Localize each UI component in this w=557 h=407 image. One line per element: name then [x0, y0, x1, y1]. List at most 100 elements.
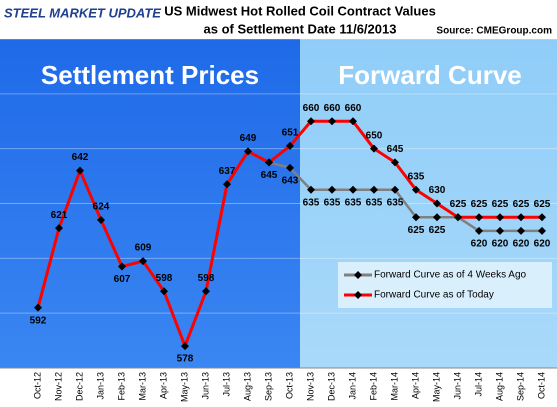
x-tick-label: Jul-14: [473, 372, 483, 397]
marker: [517, 213, 525, 222]
settlement-region: [0, 39, 300, 368]
marker: [202, 287, 210, 296]
data-label: 635: [303, 197, 320, 208]
marker: [433, 199, 441, 208]
data-label: 660: [303, 103, 320, 114]
data-label: 635: [324, 197, 341, 208]
x-tick-label: Mar-13: [137, 372, 147, 401]
chart-subtitle: as of Settlement Date 11/6/2013: [204, 21, 397, 36]
data-label: 635: [366, 197, 383, 208]
data-label: 598: [156, 273, 173, 284]
data-label: 592: [30, 315, 47, 326]
data-label: 635: [387, 197, 404, 208]
legend-label: Forward Curve as of 4 Weeks Ago: [374, 270, 527, 281]
marker: [349, 117, 357, 126]
marker: [391, 158, 399, 167]
data-label: 624: [93, 202, 110, 213]
x-tick-label: Feb-14: [368, 372, 378, 401]
x-tick-label: May-14: [431, 372, 441, 402]
marker: [412, 185, 420, 194]
marker: [244, 147, 252, 156]
x-tick-label: Jul-13: [221, 372, 231, 397]
data-label: 625: [471, 199, 488, 210]
data-label: 625: [534, 199, 551, 210]
marker: [307, 185, 315, 194]
data-label: 621: [51, 210, 68, 221]
data-label: 642: [72, 152, 89, 163]
marker: [496, 226, 504, 235]
marker: [454, 213, 462, 222]
data-label: 645: [261, 170, 278, 181]
marker: [517, 226, 525, 235]
data-label: 625: [492, 199, 509, 210]
legend-label: Forward Curve as of Today: [374, 290, 494, 301]
data-label: 645: [387, 144, 404, 155]
x-tick-label: May-13: [179, 372, 189, 402]
data-label: 625: [408, 225, 425, 236]
data-label: 643: [282, 175, 299, 186]
marker: [370, 144, 378, 153]
legend-marker: [354, 291, 362, 299]
marker: [475, 213, 483, 222]
marker: [76, 166, 84, 175]
forward-region: [300, 39, 557, 368]
chart-title: US Midwest Hot Rolled Coil Contract Valu…: [164, 3, 436, 18]
marker: [223, 180, 231, 189]
data-label: 660: [324, 103, 341, 114]
data-label: 660: [345, 103, 362, 114]
marker: [433, 213, 441, 222]
marker: [160, 287, 168, 296]
marker: [286, 163, 294, 172]
x-tick-label: Aug-14: [494, 372, 504, 401]
x-tick-label: Oct-13: [284, 372, 294, 399]
marker: [328, 117, 336, 126]
x-tick-label: Apr-13: [158, 372, 168, 399]
logo: STEEL MARKET UPDATE: [4, 5, 161, 20]
data-label: 609: [135, 243, 152, 254]
region-label: Forward Curve: [338, 60, 522, 90]
x-tick-label: Oct-12: [32, 372, 42, 399]
marker: [55, 224, 63, 233]
marker: [538, 226, 546, 235]
marker: [328, 185, 336, 194]
marker: [34, 303, 42, 312]
marker: [307, 117, 315, 126]
data-label: 620: [534, 239, 551, 250]
data-label: 637: [219, 166, 236, 177]
marker: [475, 226, 483, 235]
data-label: 620: [492, 239, 509, 250]
data-label: 635: [345, 197, 362, 208]
marker: [538, 213, 546, 222]
legend: [338, 262, 552, 308]
x-tick-label: Dec-13: [326, 372, 336, 401]
x-tick-label: Jan-13: [95, 372, 105, 400]
x-tick-label: Jan-14: [347, 372, 357, 400]
x-tick-label: Nov-13: [305, 372, 315, 401]
x-tick-label: Sep-14: [515, 372, 525, 401]
data-label: 649: [240, 133, 257, 144]
marker: [265, 158, 273, 167]
x-tick-label: Aug-13: [242, 372, 252, 401]
x-tick-label: Mar-14: [389, 372, 399, 401]
data-label: 650: [366, 130, 383, 141]
x-tick-label: Jun-14: [452, 372, 462, 400]
data-label: 651: [282, 128, 299, 139]
marker: [118, 262, 126, 271]
region-label: Settlement Prices: [41, 60, 259, 90]
data-label: 625: [450, 199, 467, 210]
x-tick-label: Nov-12: [53, 372, 63, 401]
x-tick-label: Dec-12: [74, 372, 84, 401]
data-label: 625: [429, 225, 446, 236]
marker: [349, 185, 357, 194]
x-tick-label: Apr-14: [410, 372, 420, 399]
marker: [97, 215, 105, 224]
data-label: 625: [513, 199, 530, 210]
marker: [139, 257, 147, 266]
x-tick-label: Oct-14: [536, 372, 546, 399]
x-tick-label: Jun-13: [200, 372, 210, 400]
source: Source: CMEGroup.com: [436, 26, 552, 37]
legend-marker: [354, 271, 362, 279]
marker: [370, 185, 378, 194]
marker: [391, 185, 399, 194]
